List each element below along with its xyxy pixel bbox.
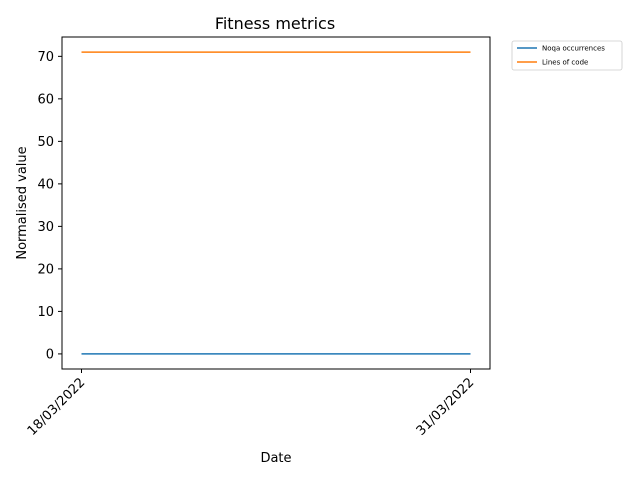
y-tick-label: 70 — [37, 50, 54, 65]
legend-label: Lines of code — [542, 59, 588, 67]
y-axis-title: Normalised value — [15, 146, 30, 259]
series-lines — [81, 51, 471, 355]
legend-box — [511, 40, 623, 71]
legend: Noqa occurrences Lines of code — [511, 40, 623, 71]
x-tick-label: 18/03/2022 — [25, 375, 89, 439]
x-axis: 18/03/2022 31/03/2022 — [25, 369, 478, 439]
x-axis-title: Date — [260, 451, 291, 466]
plot-area — [61, 36, 491, 370]
y-tick-label: 20 — [37, 262, 54, 277]
y-axis: 0 10 20 30 40 50 60 70 — [37, 50, 62, 362]
y-tick-label: 60 — [37, 92, 54, 107]
y-tick-label: 0 — [46, 347, 54, 362]
chart-title: Fitness metrics — [215, 14, 335, 33]
y-tick-label: 40 — [37, 177, 54, 192]
y-tick-label: 50 — [37, 135, 54, 150]
legend-label: Noqa occurrences — [542, 45, 605, 53]
y-tick-label: 10 — [37, 305, 54, 320]
y-tick-label: 30 — [37, 220, 54, 235]
x-tick-label: 31/03/2022 — [414, 375, 478, 439]
